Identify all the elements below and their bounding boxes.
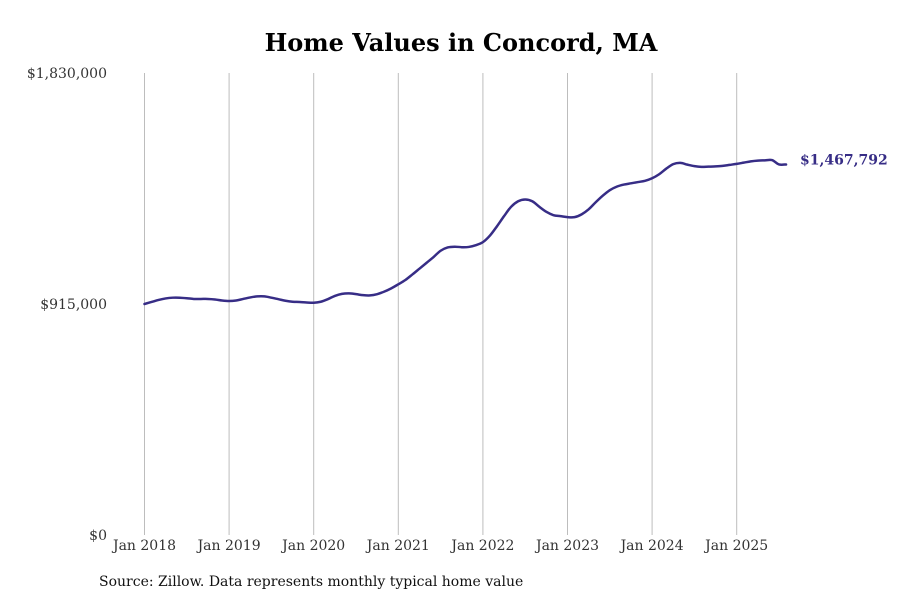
y-axis-ticks: $0 $915,000 $1,830,000: [27, 66, 107, 544]
chart-title: Home Values in Concord, MA: [264, 28, 658, 57]
gridlines: [144, 73, 738, 535]
x-tick-label: Jan 2025: [703, 538, 768, 554]
x-tick-label: Jan 2021: [365, 538, 430, 554]
x-tick-label: Jan 2024: [619, 538, 684, 554]
x-axis-ticks: Jan 2018 Jan 2019 Jan 2020 Jan 2021 Jan 2022…: [111, 538, 768, 554]
x-tick-label: Jan 2022: [449, 538, 514, 554]
x-tick-label: Jan 2020: [280, 538, 345, 554]
y-tick-label: $1,830,000: [27, 66, 107, 82]
y-tick-label: $915,000: [40, 297, 107, 313]
source-note: Source: Zillow. Data represents monthly …: [99, 574, 524, 590]
series-line: [143, 158, 788, 306]
end-value-label: $1,467,792: [800, 152, 888, 168]
y-tick-label: $0: [89, 528, 107, 544]
x-tick-label: Jan 2023: [534, 538, 599, 554]
x-tick-label: Jan 2019: [196, 538, 261, 554]
x-tick-label: Jan 2018: [111, 538, 176, 554]
